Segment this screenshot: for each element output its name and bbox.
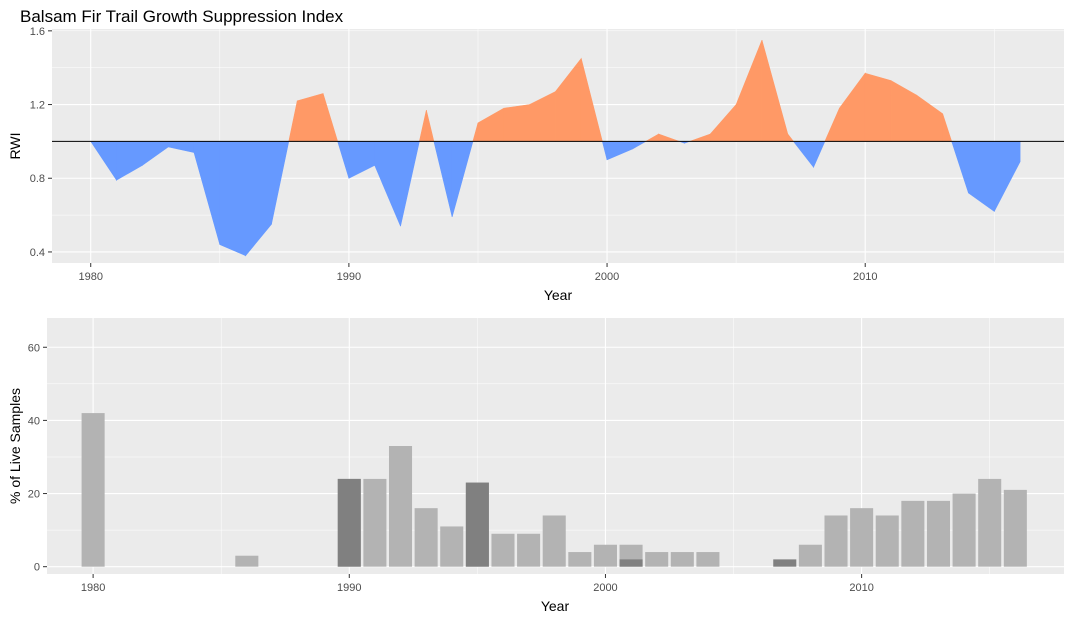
bar <box>593 544 617 567</box>
rwi-panel: 0.4 0.8 1.2 1.6 1980 1990 2000 2010 Year RWI <box>7 26 1064 303</box>
bar <box>952 493 976 567</box>
bar <box>363 478 387 567</box>
rwi-area <box>90 39 1021 257</box>
bar-x-tick-label: 2000 <box>593 582 617 594</box>
bar-x-tick-label: 2010 <box>849 582 873 594</box>
bar <box>388 446 413 567</box>
bar-dark <box>337 478 361 567</box>
bar <box>440 526 464 567</box>
bar-x-axis: 1980 1990 2000 2010 <box>81 574 874 594</box>
bar <box>1003 489 1027 567</box>
bar-x-axis-label: Year <box>541 598 570 614</box>
rwi-area-segment <box>296 93 324 142</box>
rwi-area-segment <box>219 141 246 257</box>
bar-dark <box>773 559 797 567</box>
bar <box>978 478 1002 567</box>
rwi-area-segment <box>503 104 530 142</box>
rwi-y-tick-label: 1.6 <box>30 26 45 38</box>
rwi-x-tick-label: 2010 <box>853 271 877 283</box>
rwi-x-tick-label: 1980 <box>78 271 102 283</box>
rwi-y-tick-label: 0.4 <box>30 247 45 259</box>
bar-x-tick-label: 1980 <box>81 582 105 594</box>
bar-y-tick-label: 40 <box>28 415 40 427</box>
bar <box>798 544 822 567</box>
bar <box>824 515 848 567</box>
rwi-x-tick-label: 2000 <box>595 271 619 283</box>
bar <box>670 552 694 567</box>
bar-y-tick-label: 20 <box>28 489 40 501</box>
bar <box>901 500 925 567</box>
bar <box>926 500 951 567</box>
bar-y-axis-label: % of Live Samples <box>7 388 23 504</box>
bar <box>850 508 874 567</box>
bar <box>568 552 592 567</box>
chart-title: Balsam Fir Trail Growth Suppression Inde… <box>20 7 344 26</box>
bar-y-tick-label: 60 <box>28 342 40 354</box>
rwi-y-axis: 0.4 0.8 1.2 1.6 <box>30 26 52 259</box>
bar-dark <box>619 559 643 567</box>
live-samples-panel: 0 20 40 60 1980 1990 2000 2010 Year % of Live … <box>7 318 1064 614</box>
bar <box>81 413 105 567</box>
bar <box>517 533 541 567</box>
rwi-x-axis: 1980 1990 2000 2010 <box>78 263 877 283</box>
rwi-y-tick-label: 0.8 <box>30 173 45 185</box>
rwi-x-axis-label: Year <box>544 287 573 303</box>
bar <box>414 508 438 567</box>
bar <box>645 552 669 567</box>
rwi-y-axis-label: RWI <box>7 133 23 160</box>
bar <box>491 533 515 567</box>
bar <box>542 515 566 567</box>
bar-dark <box>465 482 489 567</box>
bar-y-tick-label: 0 <box>34 562 40 574</box>
bars <box>81 413 1027 567</box>
rwi-x-tick-label: 1990 <box>337 271 361 283</box>
bar-y-axis: 0 20 40 60 <box>28 342 47 574</box>
bar-x-tick-label: 1990 <box>337 582 361 594</box>
bar <box>875 515 899 567</box>
rwi-y-tick-label: 1.2 <box>30 100 45 112</box>
bar <box>235 555 259 567</box>
bar <box>696 552 720 567</box>
rwi-area-segment <box>864 72 892 142</box>
